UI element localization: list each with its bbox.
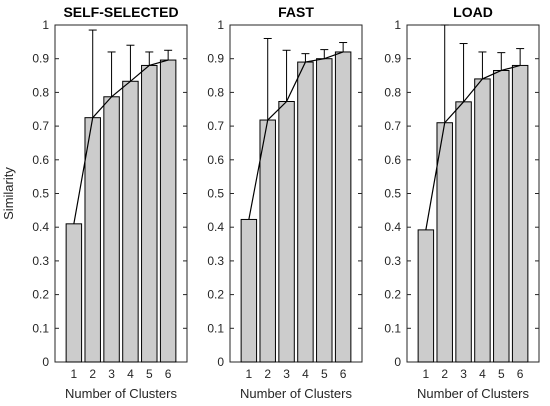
panel-1-y-tick-label: 0.3 <box>32 254 49 268</box>
panel-2-y-tick-label: 0.9 <box>207 52 224 66</box>
panel-3-y-tick-label: 0.1 <box>384 321 401 335</box>
panel-2-x-axis-label: Number of Clusters <box>240 386 352 401</box>
panel-1-x-axis-label: Number of Clusters <box>65 386 177 401</box>
panel-2-title: FAST <box>278 4 314 20</box>
panel-3-y-tick-label: 0.8 <box>384 85 401 99</box>
panel-1-y-tick-label: 0.6 <box>32 153 49 167</box>
panel-3-bar-6 <box>511 64 529 363</box>
panel-2-x-tick-label: 5 <box>321 367 328 381</box>
panel-1-y-tick-label: 0 <box>42 355 49 369</box>
panel-3-x-tick-label: 5 <box>498 367 505 381</box>
panel-2-x-tick-label: 4 <box>302 367 309 381</box>
panel-3-y-tick-label: 0.5 <box>384 187 401 201</box>
panel-2-bar-1 <box>240 218 258 363</box>
panel-2-y-tick-label: 0.5 <box>207 187 224 201</box>
panel-2-y-tick-label: 0.8 <box>207 85 224 99</box>
panel-2-y-tick-label: 0 <box>217 355 224 369</box>
panel-2-bar-2 <box>259 119 276 363</box>
panel-1-bar-4 <box>122 80 139 363</box>
panel-2-x-tick-label: 3 <box>283 367 290 381</box>
panel-1-mean-line <box>73 59 169 224</box>
panel-2-bar-6 <box>334 51 352 363</box>
panel-3-x-tick-label: 3 <box>460 367 467 381</box>
panel-1-x-tick-label: 3 <box>108 367 115 381</box>
panel-3-x-tick-label: 4 <box>479 367 486 381</box>
panel-1-y-tick-label: 1 <box>42 18 49 32</box>
panel-2-bar-3 <box>278 100 295 363</box>
panel-3-bar-5 <box>493 69 510 363</box>
panel-3-y-tick-label: 0.4 <box>384 220 401 234</box>
panel-1-y-tick-label: 0.5 <box>32 187 49 201</box>
panel-1-x-tick-label: 6 <box>165 367 172 381</box>
panel-1-y-tick-label: 0.1 <box>32 321 49 335</box>
panel-2-bar-4 <box>297 61 314 363</box>
panel-2-x-tick-label: 6 <box>340 367 347 381</box>
panel-3-bar-1 <box>417 229 435 363</box>
panel-3-bar-2 <box>436 122 453 363</box>
panel-2-y-tick-label: 0.3 <box>207 254 224 268</box>
panel-1-title: SELF-SELECTED <box>63 4 178 20</box>
panel-1-y-tick-label: 0.9 <box>32 52 49 66</box>
panel-1-x-tick-label: 5 <box>146 367 153 381</box>
panel-2-bar-5 <box>316 58 333 363</box>
panel-1-y-tick-label: 0.2 <box>32 288 49 302</box>
panel-3-bar-4 <box>474 78 491 363</box>
panel-2-y-tick-label: 1 <box>217 18 224 32</box>
panel-1-bar-2 <box>84 117 101 363</box>
panel-2-y-tick-label: 0.6 <box>207 153 224 167</box>
panel-2-y-tick-label: 0.1 <box>207 321 224 335</box>
panel-1-x-tick-label: 1 <box>71 367 78 381</box>
panel-2-y-tick-label: 0.4 <box>207 220 224 234</box>
panel-1-bar-3 <box>103 96 120 363</box>
panel-3-x-axis-label: Number of Clusters <box>417 386 529 401</box>
panel-2-x-tick-label: 1 <box>246 367 253 381</box>
panel-3-bar-3 <box>455 101 472 363</box>
panel-1-y-tick-label: 0.4 <box>32 220 49 234</box>
panel-3-mean-line <box>425 64 521 230</box>
panel-1-x-tick-label: 2 <box>89 367 96 381</box>
panel-3-y-tick-label: 0.6 <box>384 153 401 167</box>
panel-1-bar-5 <box>141 64 158 363</box>
panel-3-y-tick-label: 0 <box>394 355 401 369</box>
panel-1-bar-1 <box>65 223 83 363</box>
panel-3-x-tick-label: 1 <box>423 367 430 381</box>
panel-3-y-tick-label: 0.7 <box>384 119 401 133</box>
panel-2-mean-line <box>248 51 344 220</box>
panel-1-y-tick-label: 0.7 <box>32 119 49 133</box>
panel-3-y-tick-label: 1 <box>394 18 401 32</box>
panel-3-title: LOAD <box>453 4 493 20</box>
panel-3-y-tick-label: 0.3 <box>384 254 401 268</box>
panel-3-y-tick-label: 0.9 <box>384 52 401 66</box>
panel-2-x-tick-label: 2 <box>264 367 271 381</box>
panel-1-y-tick-label: 0.8 <box>32 85 49 99</box>
panel-3-x-tick-label: 6 <box>517 367 524 381</box>
panel-1-x-tick-label: 4 <box>127 367 134 381</box>
panel-3-x-tick-label: 2 <box>441 367 448 381</box>
panel-2-y-tick-label: 0.2 <box>207 288 224 302</box>
panel-1-bar-6 <box>159 59 177 363</box>
panel-2-y-tick-label: 0.7 <box>207 119 224 133</box>
y-axis-label: Similarity <box>1 167 16 220</box>
panel-3-y-tick-label: 0.2 <box>384 288 401 302</box>
